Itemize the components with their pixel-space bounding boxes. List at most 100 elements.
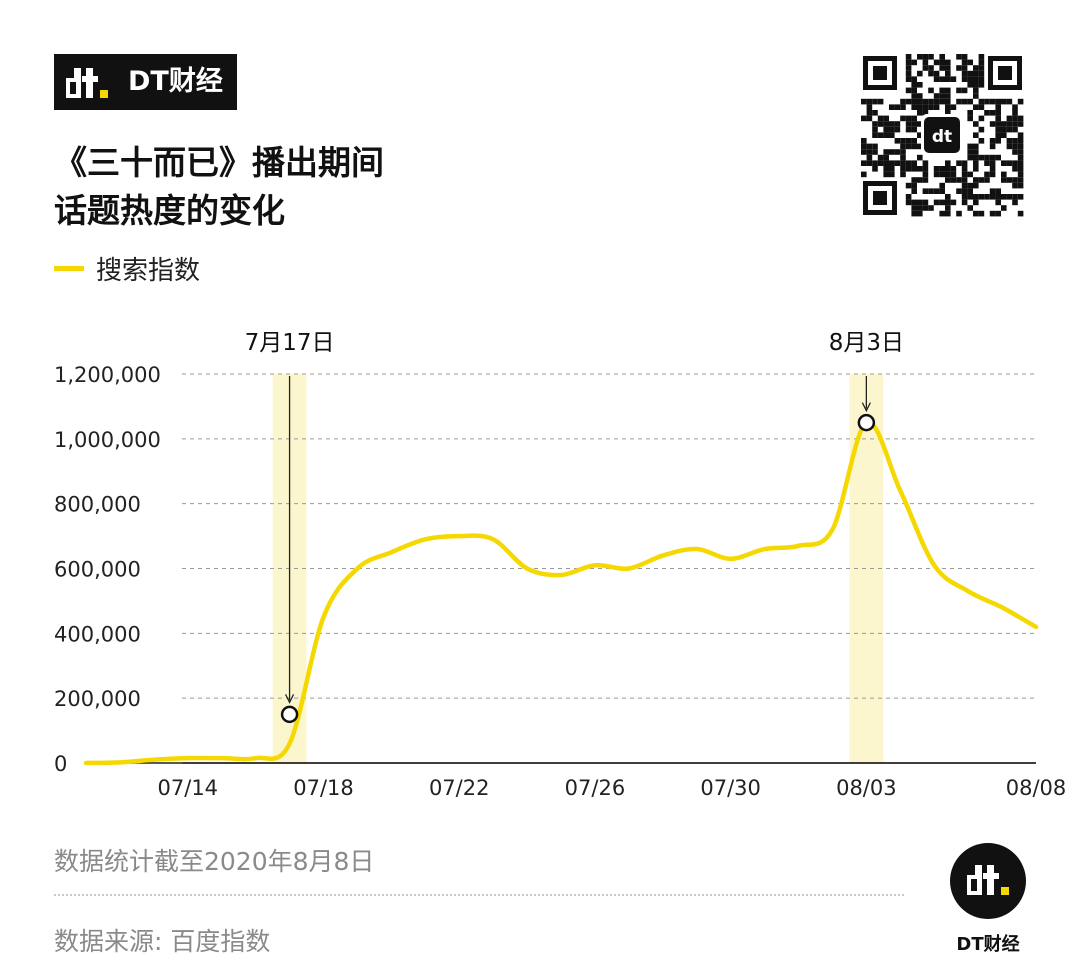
qr-module [922,199,929,206]
qr-module [995,126,1001,133]
qr-module [967,115,973,122]
qr-module [883,149,889,155]
qr-module [961,194,968,200]
qr-module [1017,166,1024,172]
qr-module [894,138,901,144]
qr-module [917,166,923,172]
qr-module [1017,177,1024,183]
qr-module [950,104,957,110]
qr-module [961,54,968,60]
qr-module [866,149,873,155]
qr-module [917,54,923,60]
qr-module [917,82,923,88]
qr-module [950,166,957,172]
qr-module [905,166,912,172]
qr-module [973,132,979,138]
annotation-label: 7月17日 [245,330,335,356]
qr-module [917,143,923,150]
qr-module [939,76,945,82]
qr-module [900,171,906,178]
qr-module [956,54,962,60]
qr-module [967,182,973,189]
legend-label: 搜索指数 [96,255,201,286]
qr-module [877,160,884,166]
qr-module [911,98,917,105]
qr-module [989,154,996,161]
qr-module [889,166,895,172]
qr-module [961,171,968,178]
qr-module [1006,177,1013,183]
qr-module [978,76,985,82]
qr-module [1012,149,1018,155]
brand-badge: DT财经 [54,54,237,110]
qr-module [928,104,934,110]
qr-module [1017,182,1024,189]
qr-module [872,149,878,155]
qr-module [945,104,951,110]
qr-module [978,82,985,88]
qr-module [861,160,867,166]
qr-module [928,87,934,94]
qr-module [978,194,985,200]
qr-module [995,121,1001,127]
qr-module [911,115,917,122]
qr-module [973,166,979,172]
qr-module [973,76,979,82]
qr-module [883,115,889,122]
qr-code-icon: dt [861,54,1024,217]
qr-module [989,138,996,144]
qr-module [905,138,912,144]
qr-module [945,76,951,82]
qr-module [900,98,906,105]
qr-module [917,132,923,138]
qr-module [883,171,889,178]
qr-module [900,115,906,122]
qr-module [945,199,951,206]
qr-module [928,188,934,194]
qr-module [978,54,985,60]
qr-module [978,104,985,110]
annotation-label: 8月3日 [829,330,904,356]
qr-module [1017,149,1024,155]
qr-module [961,59,968,66]
qr-module [1012,182,1018,189]
title-line-1: 《三十而已》播出期间 [54,143,384,182]
qr-module [861,115,867,122]
qr-module [922,166,929,172]
qr-module [989,110,996,116]
footer-divider [54,894,904,896]
qr-module [967,110,973,116]
y-tick-label: 200,000 [54,687,141,711]
qr-module [989,188,996,194]
qr-module [917,205,923,211]
qr-module [939,171,945,178]
qr-module [950,199,957,206]
qr-module [933,70,940,77]
qr-module [967,98,973,105]
x-tick-label: 07/18 [293,776,354,800]
qr-module [967,70,973,77]
qr-module [961,70,968,77]
qr-module [967,149,973,155]
qr-module [933,166,940,172]
x-tick-label: 08/03 [836,776,897,800]
qr-module [984,160,990,166]
qr-module [978,65,985,71]
qr-module [984,171,990,178]
qr-module [995,132,1001,138]
qr-module [905,59,912,66]
qr-module [883,121,889,127]
qr-module [995,115,1001,122]
qr-module [956,177,962,183]
qr-module [961,177,968,183]
qr-module [967,194,973,200]
qr-module [905,76,912,82]
qr-module [945,210,951,217]
y-tick-label: 1,000,000 [54,428,161,452]
qr-module [939,59,945,66]
qr-module [911,160,917,166]
qr-module [911,182,917,189]
qr-module [989,121,996,127]
qr-module [989,210,996,217]
